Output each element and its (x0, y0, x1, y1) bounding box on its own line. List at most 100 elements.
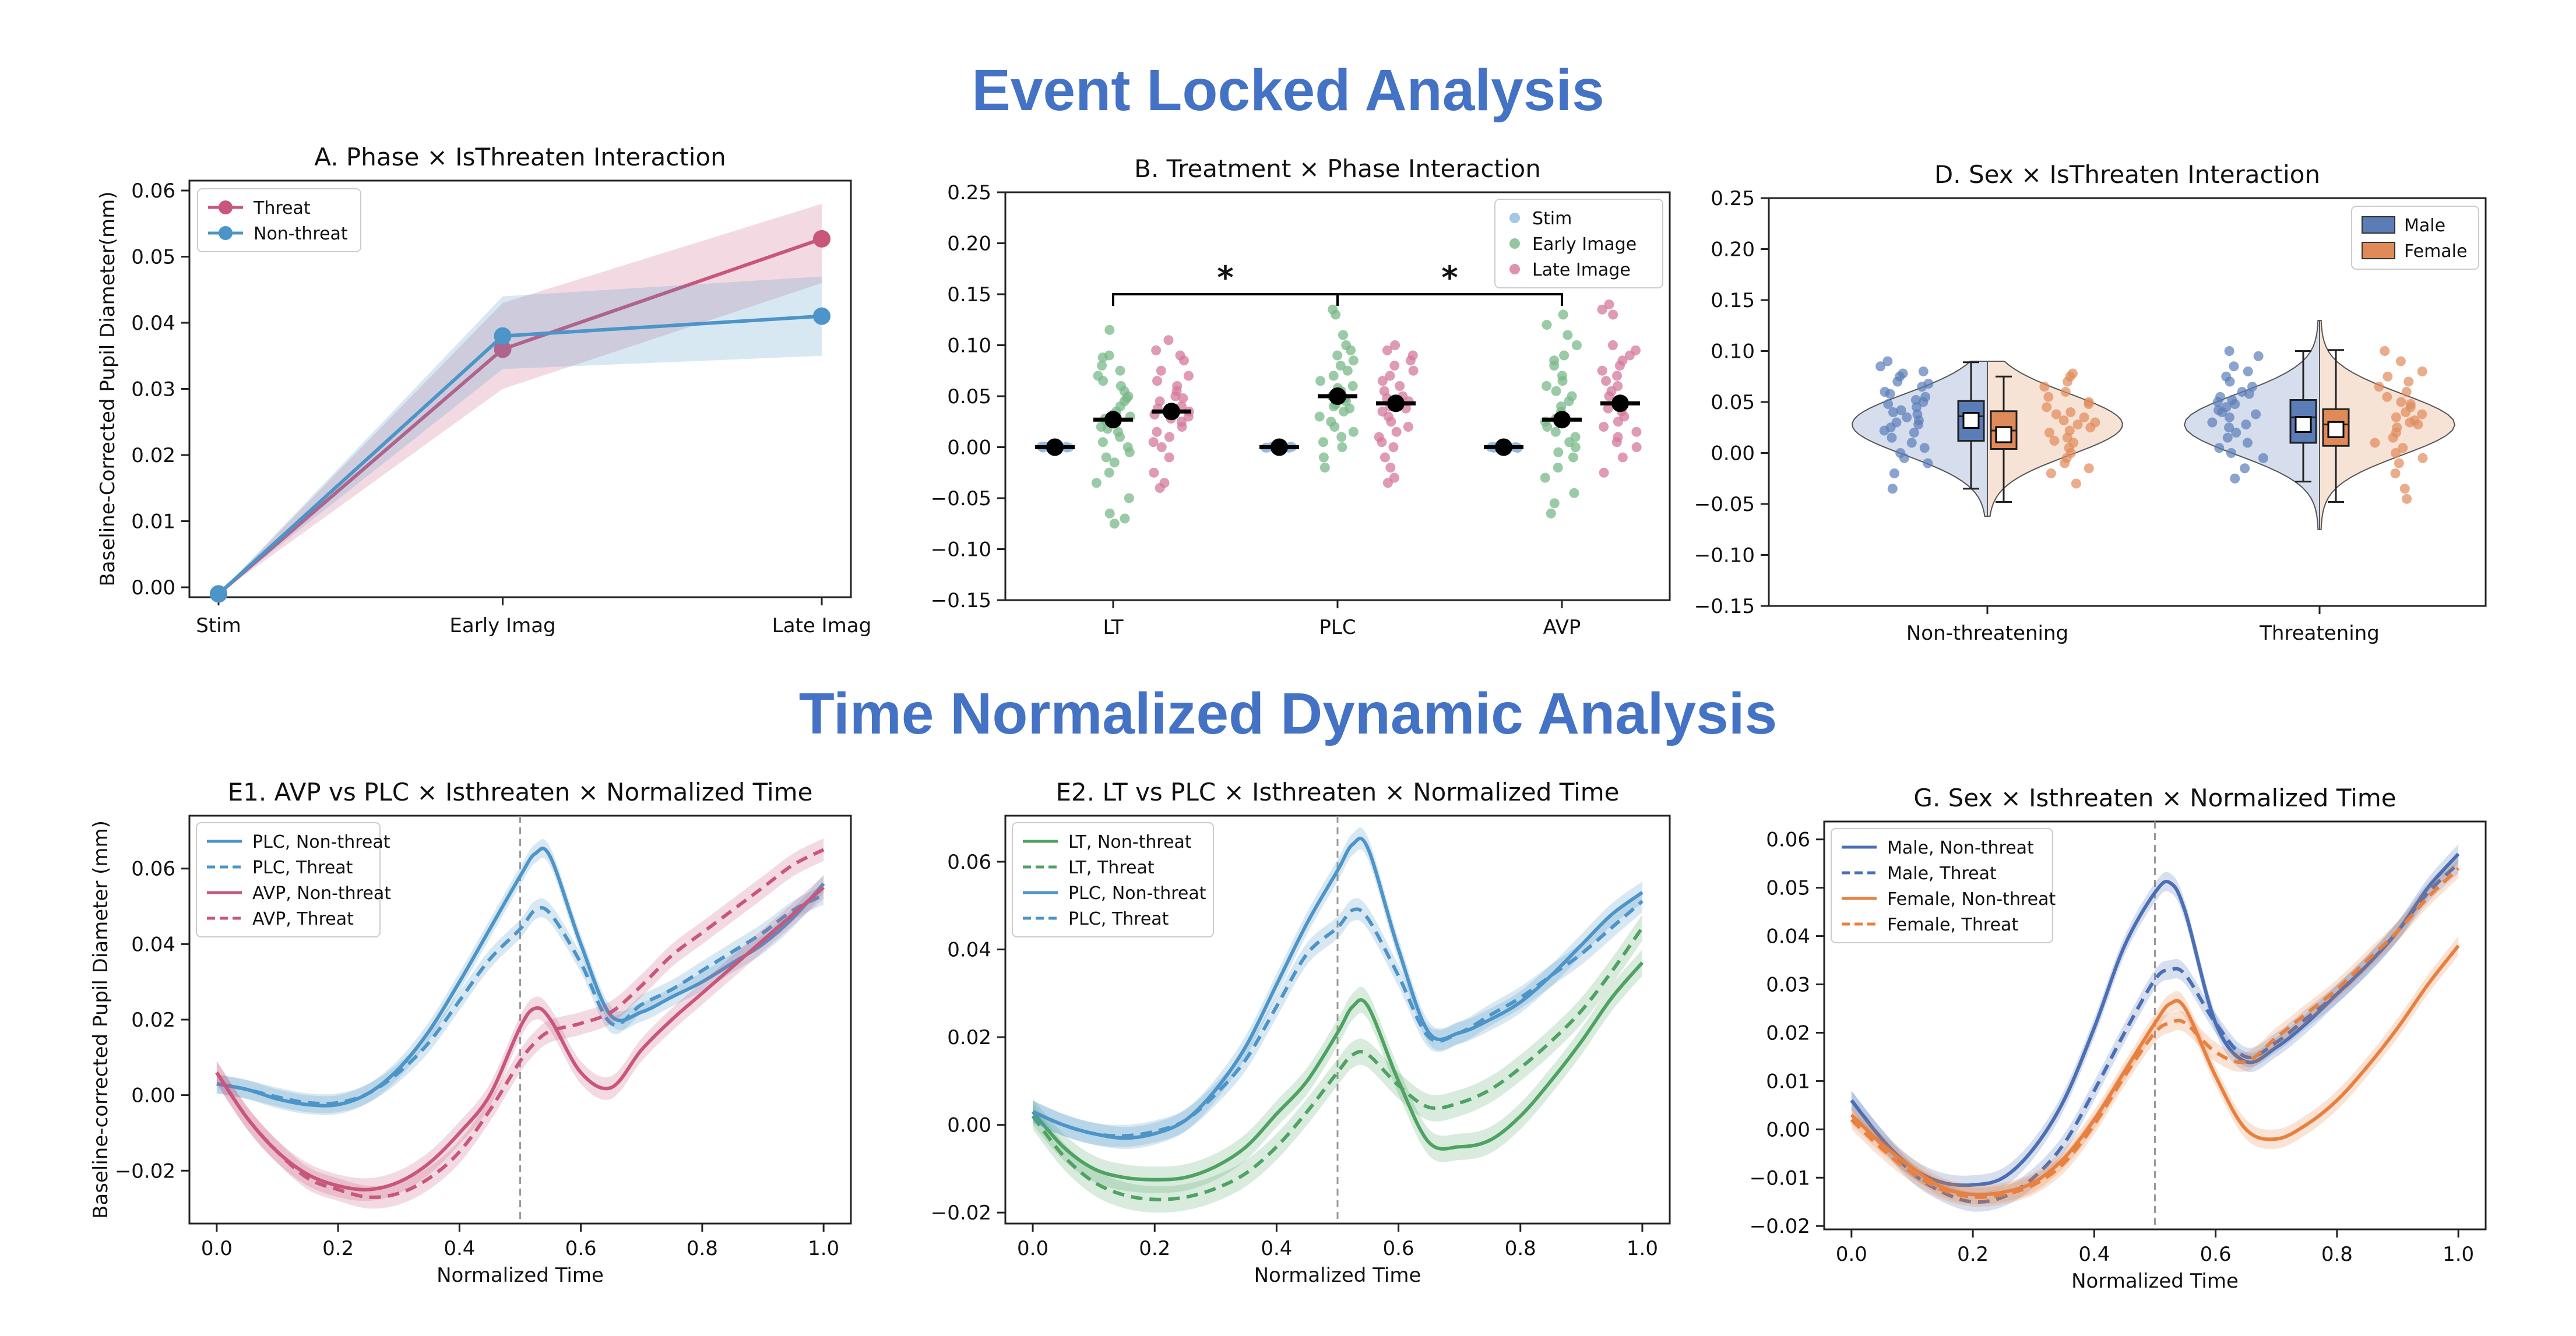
panel-d-mean-marker (1962, 412, 1980, 429)
panel-e2-legend-frame (1012, 822, 1214, 937)
panel-b-late-image-point (1612, 371, 1623, 381)
panel-d-male-point (1879, 425, 1889, 436)
panel-e1-xtick-label: 1.0 (808, 1237, 839, 1260)
panel-d-female-point (2417, 453, 2428, 463)
panel-d-female-point (2399, 484, 2410, 494)
panel-b-mean-point (1046, 438, 1064, 456)
panel-g-series-line (1850, 944, 2460, 1197)
panel-e2-chart-title: E2. LT vs PLC × Isthreaten × Normalized … (1055, 778, 1619, 806)
panel-a-ci-band (219, 203, 822, 594)
panel-d-female-point (2403, 376, 2414, 387)
panel-e2-xtick-label: 0.6 (1383, 1237, 1414, 1260)
panel-b-late-image-point (1183, 371, 1194, 381)
panel-b-late-image-point (1148, 437, 1159, 447)
panel-e1-series-line (215, 848, 825, 1199)
panel-g-ytick-label: 0.01 (1766, 1070, 1810, 1093)
panel-b-late-image-point (1604, 299, 1614, 309)
panel-b-late-image-point (1170, 391, 1181, 401)
panel-d-ytick-label: −0.05 (1694, 493, 1755, 516)
panel-b-mean-point (1329, 387, 1346, 405)
panel-b-ytick-label: 0.00 (947, 436, 991, 460)
panel-b-late-image-point (1597, 304, 1607, 315)
panel-b-early-image-point (1542, 422, 1553, 432)
panel-b-ytick-label: 0.10 (947, 334, 991, 358)
panel-g-ci-band (1851, 936, 2459, 1205)
panel-b-significance-bracket (1112, 293, 1339, 306)
panel-b-late-image-point (1408, 365, 1419, 376)
panel-b-xtick-label: LT (1103, 616, 1123, 639)
event-locked-heading: Event Locked Analysis (972, 58, 1604, 123)
panel-a-ytick-label: 0.00 (131, 576, 175, 600)
panel-d-female-point (2085, 422, 2096, 433)
panel-d-female-point (2044, 428, 2055, 438)
panel-b-early-image-point (1549, 498, 1560, 509)
panel-d-female-point (2391, 448, 2401, 458)
panel-a-ytick-label: 0.05 (131, 246, 175, 269)
panel-b-early-image-point (1563, 330, 1573, 340)
panel-a-data-point (813, 307, 830, 325)
panel-e2-ytick-label: 0.04 (947, 939, 991, 962)
panel-d-male-point (1899, 453, 1909, 463)
panel-a-legend-marker (219, 200, 233, 214)
panel-e2-xtick-label: 0.2 (1139, 1237, 1170, 1260)
panel-b-early-image-point (1348, 355, 1359, 366)
panel-b-late-image-point (1385, 463, 1396, 473)
panel-d-female-point (2413, 420, 2423, 429)
panel-b-early-image-point (1542, 320, 1552, 330)
panel-e1-series-line (216, 847, 825, 1108)
panel-e1-legend-label: PLC, Non-threat (252, 832, 390, 852)
panel-d-ytick-label: 0.10 (1711, 340, 1755, 364)
panel-e1-ytick-label: 0.02 (131, 1009, 175, 1032)
panel-b-early-image-point (1553, 463, 1563, 473)
panel-a-ytick-label: 0.03 (131, 378, 175, 401)
panel-b-early-image-point (1332, 350, 1343, 361)
panel-b-early-image-point (1098, 376, 1108, 386)
panel-b-late-image-point (1603, 403, 1613, 414)
panel-b-late-image-point (1599, 422, 1609, 432)
panel-g-xtick-label: 0.4 (2078, 1243, 2110, 1266)
panel-d-female-point (2417, 366, 2427, 376)
panel-b-late-image-point (1385, 371, 1395, 381)
panel-d-male-point (1887, 432, 1897, 443)
panel-d-male-point (2214, 443, 2225, 453)
panel-b-early-image-point (1335, 361, 1346, 371)
panel-d-male-point (2226, 448, 2236, 458)
panel-g-ytick-label: 0.06 (1766, 829, 1810, 852)
panel-e2-ytick-label: 0.02 (947, 1026, 991, 1049)
panel-b-late-image-point (1388, 442, 1399, 452)
panel-d-female-point (2382, 392, 2392, 402)
panel-b-early-image-point (1546, 508, 1556, 519)
panel-d-male-point (1882, 356, 1893, 366)
panel-b-late-image-point (1377, 437, 1387, 447)
panel-b-early-image-point (1553, 447, 1564, 457)
panel-d-mean-marker (1995, 426, 2012, 443)
panel-d-female-point (2058, 415, 2069, 425)
panel-e1-series-line (215, 886, 825, 1192)
panel-a-xtick-label: Stim (196, 614, 241, 637)
panel-d-male-point (1896, 405, 1906, 415)
panel-d-legend-swatch (2362, 242, 2395, 259)
panel-b-late-image-point (1386, 417, 1396, 427)
panel-b-early-image-point (1097, 352, 1108, 362)
panel-b-early-image-point (1557, 376, 1568, 386)
panel-a-ytick-label: 0.02 (131, 444, 175, 467)
panel-b-early-image-point (1329, 422, 1340, 432)
panel-b-significance-star: * (1217, 259, 1233, 296)
panel-d-female-point (2079, 412, 2089, 422)
panel-a-data-point (494, 340, 512, 358)
panel-b-early-image-point (1318, 452, 1329, 463)
panel-b-early-image-point (1347, 381, 1358, 391)
panel-d-male-point (1889, 468, 1899, 478)
panel-b-early-image-point (1346, 345, 1356, 355)
panel-d-female-point (2071, 478, 2081, 489)
panel-a-xtick-label: Late Imag (772, 614, 871, 637)
panel-e1-chart-title: E1. AVP vs PLC × Isthreaten × Normalized… (228, 778, 813, 806)
panel-d-male-point (2231, 428, 2241, 438)
panel-d-ytick-label: 0.20 (1711, 238, 1755, 262)
panel-d-legend-swatch (2362, 216, 2395, 234)
panel-b-early-image-point (1318, 437, 1328, 447)
panel-g-ci-band (1851, 844, 2459, 1195)
panel-d-female-point (2398, 443, 2408, 453)
panel-g-ci-band (1851, 858, 2459, 1207)
